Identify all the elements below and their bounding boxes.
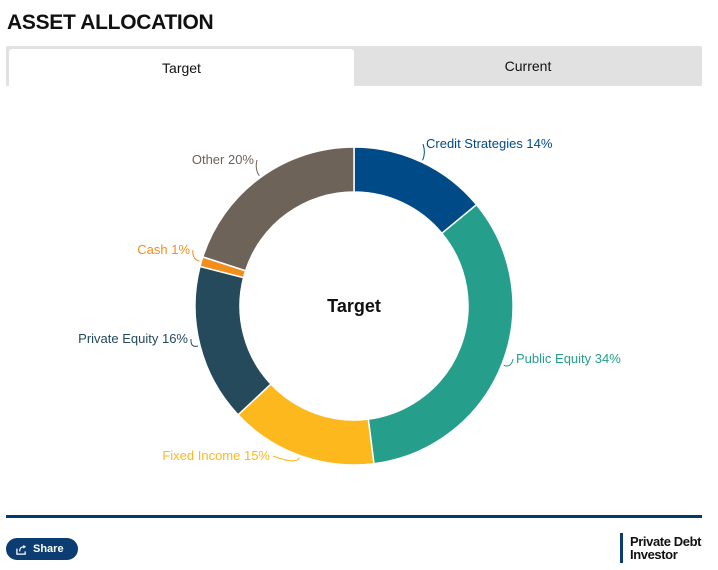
connector-other <box>255 159 260 177</box>
tab-current[interactable]: Current <box>504 58 552 74</box>
label-other: Other 20% <box>192 152 255 167</box>
label-cash: Cash 1% <box>137 242 190 257</box>
label-credit-strategies: Credit Strategies 14% <box>426 136 553 151</box>
slice-other[interactable] <box>201 146 355 272</box>
tab-target[interactable]: Target <box>9 49 354 86</box>
page-title: ASSET ALLOCATION <box>7 11 214 34</box>
share-icon <box>16 544 27 555</box>
connector-private-equity <box>190 338 199 347</box>
chart-center-title: Target <box>327 296 381 316</box>
donut-chart: Credit Strategies 14% Public Equity 34% Fi… <box>78 136 621 466</box>
slice-public-equity[interactable] <box>367 203 514 465</box>
tab-bar: Target Current <box>6 46 702 86</box>
asset-allocation-chart: Credit Strategies 14% Public Equity 34% Fi… <box>0 86 718 516</box>
connector-fixed-income <box>272 455 300 462</box>
connector-cash <box>192 249 200 262</box>
connector-credit-strategies <box>422 143 425 161</box>
share-label: Share <box>33 543 64 555</box>
label-private-equity: Private Equity 16% <box>78 331 188 346</box>
brand-logo: Private Debt Investor <box>620 533 701 563</box>
logo-line-1: Private Debt <box>630 534 702 549</box>
label-fixed-income: Fixed Income 15% <box>162 448 270 463</box>
logo-line-2: Investor <box>630 547 678 562</box>
share-button[interactable]: Share <box>6 538 78 560</box>
label-public-equity: Public Equity 34% <box>516 351 621 366</box>
slice-private-equity[interactable] <box>194 265 272 416</box>
connector-public-equity <box>503 358 514 367</box>
footer-divider <box>6 515 702 518</box>
